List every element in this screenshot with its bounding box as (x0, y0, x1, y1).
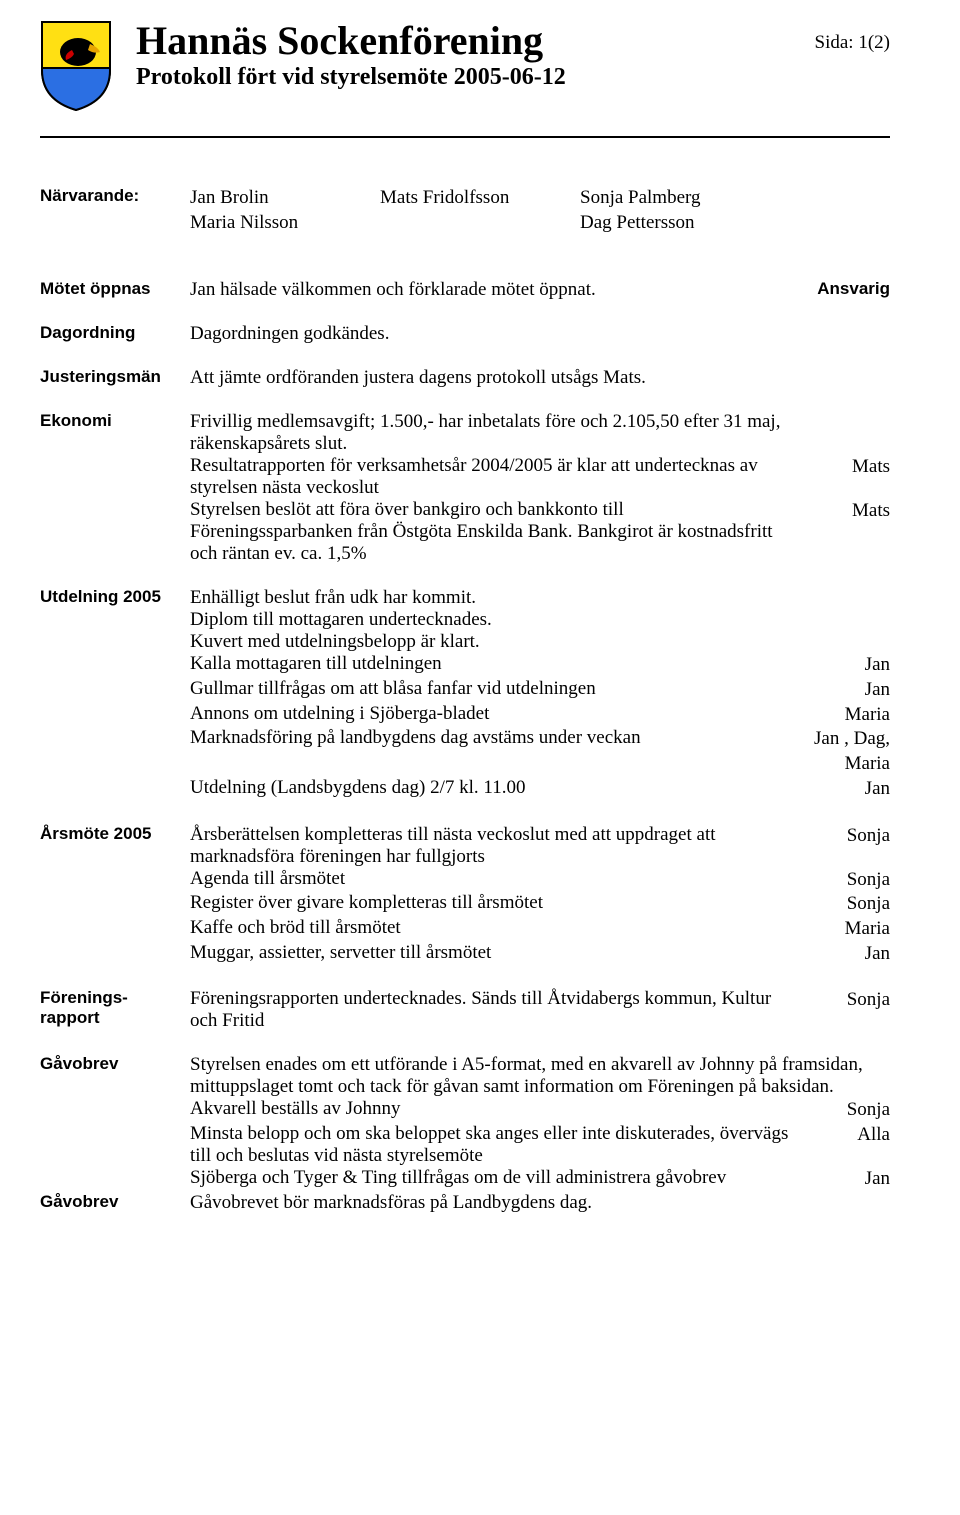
attendee: Dag Pettersson (580, 211, 701, 236)
body-text: Kaffe och bröd till årsmötet (190, 917, 800, 939)
section-justeringsman: Justeringsmän Att jämte ordföranden just… (40, 367, 890, 389)
attendee: Jan Brolin (190, 186, 380, 211)
body-text: Gullmar tillfrågas om att blåsa fanfar v… (190, 678, 800, 700)
body-text: Annons om utdelning i Sjöberga-bladet (190, 703, 800, 725)
attendee: Sonja Palmberg (580, 186, 701, 211)
section-arsmote: Årsmöte 2005 Årsberättelsen kompletteras… (40, 824, 890, 967)
attendees-row: Närvarande: Jan Brolin Mats Fridolfsson … (40, 186, 890, 235)
section-label: Gåvobrev (40, 1192, 190, 1212)
section-gavobrev: Gåvobrev Styrelsen enades om ett utföran… (40, 1054, 890, 1191)
section-motet-oppnas: Mötet öppnas Jan hälsade välkommen och f… (40, 279, 890, 301)
responsible: Sonja (800, 1098, 890, 1123)
body-text: Kalla mottagaren till utdelningen (190, 653, 800, 675)
section-label: Årsmöte 2005 (40, 824, 190, 844)
section-label: Mötet öppnas (40, 279, 190, 299)
responsible: Sonja (800, 868, 890, 893)
page-number: Sida: 1(2) (815, 20, 890, 54)
body-text: Att jämte ordföranden justera dagens pro… (190, 367, 890, 389)
body-text: Minsta belopp och om ska beloppet ska an… (190, 1123, 800, 1167)
section-utdelning: Utdelning 2005 Enhälligt beslut från udk… (40, 587, 890, 801)
body-text: Diplom till mottagaren undertecknades. (190, 609, 890, 631)
responsible: Maria (800, 703, 890, 728)
body-text: Marknadsföring på landbygdens dag avstäm… (190, 727, 800, 749)
section-label: Justeringsmän (40, 367, 190, 387)
section-body: Dagordningen godkändes. (190, 323, 890, 345)
responsible-heading: Ansvarig (800, 279, 890, 299)
body-text: Dagordningen godkändes. (190, 323, 890, 345)
section-foreningsrapport: Förenings- rapport Föreningsrapporten un… (40, 988, 890, 1032)
responsible: Sonja (800, 824, 890, 849)
attendees-grid: Jan Brolin Mats Fridolfsson Sonja Palmbe… (190, 186, 701, 235)
label-line: rapport (40, 1008, 190, 1028)
body-text: Föreningsrapporten undertecknades. Sänds… (190, 988, 800, 1032)
title-block: Hannäs Sockenförening Protokoll fört vid… (136, 20, 791, 91)
responsible: Alla (800, 1123, 890, 1148)
responsible: Maria (800, 917, 890, 942)
responsible: Jan (800, 1167, 890, 1192)
section-body: Frivillig medlemsavgift; 1.500,- har inb… (190, 411, 890, 565)
body-text: Register över givare kompletteras till å… (190, 892, 800, 914)
section-label: Ekonomi (40, 411, 190, 431)
responsible: Jan (800, 678, 890, 703)
page: Hannäs Sockenförening Protokoll fört vid… (0, 0, 960, 1254)
section-body: Gåvobrevet bör marknadsföras på Landbygd… (190, 1192, 890, 1214)
responsible: Sonja (800, 892, 890, 917)
section-body: Föreningsrapporten undertecknades. Sänds… (190, 988, 890, 1032)
section-label: Dagordning (40, 323, 190, 343)
header: Hannäs Sockenförening Protokoll fört vid… (40, 20, 890, 112)
attendee: Mats Fridolfsson (380, 186, 580, 211)
page-subtitle: Protokoll fört vid styrelsemöte 2005-06-… (136, 64, 791, 91)
section-gavobrev-cont: Gåvobrev Gåvobrevet bör marknadsföras på… (40, 1192, 890, 1214)
responsible: Mats (800, 499, 890, 524)
section-label: Gåvobrev (40, 1054, 190, 1074)
body-text: Jan hälsade välkommen och förklarade möt… (190, 279, 800, 301)
section-body: Jan hälsade välkommen och förklarade möt… (190, 279, 890, 301)
body-text: Utdelning (Landsbygdens dag) 2/7 kl. 11.… (190, 777, 800, 799)
section-body: Årsberättelsen kompletteras till nästa v… (190, 824, 890, 967)
body-text: Resultatrapporten för verksamhetsår 2004… (190, 455, 800, 499)
body-text: Kuvert med utdelningsbelopp är klart. (190, 631, 890, 653)
body-text: Agenda till årsmötet (190, 868, 800, 890)
body-text: Styrelsen enades om ett utförande i A5-f… (190, 1054, 890, 1098)
body-text: Muggar, assietter, servetter till årsmöt… (190, 942, 800, 964)
body-text: Akvarell beställs av Johnny (190, 1098, 800, 1120)
divider (40, 136, 890, 138)
body-text: Sjöberga och Tyger & Ting tillfrågas om … (190, 1167, 800, 1189)
section-label: Utdelning 2005 (40, 587, 190, 607)
responsible: Jan (800, 777, 890, 802)
responsible: Sonja (800, 988, 890, 1013)
section-body: Styrelsen enades om ett utförande i A5-f… (190, 1054, 890, 1191)
attendee: Maria Nilsson (190, 211, 380, 236)
attendees-label: Närvarande: (40, 186, 190, 235)
responsible: Jan (800, 942, 890, 967)
section-label: Förenings- rapport (40, 988, 190, 1028)
page-title: Hannäs Sockenförening (136, 20, 791, 62)
section-body: Att jämte ordföranden justera dagens pro… (190, 367, 890, 389)
section-body: Enhälligt beslut från udk har kommit. Di… (190, 587, 890, 801)
body-text: Årsberättelsen kompletteras till nästa v… (190, 824, 800, 868)
responsible: Jan (800, 653, 890, 678)
responsible: Jan , Dag, (800, 727, 890, 752)
body-text: Enhälligt beslut från udk har kommit. (190, 587, 890, 609)
shield-logo-icon (40, 20, 112, 112)
body-text: Styrelsen beslöt att föra över bankgiro … (190, 499, 800, 565)
section-dagordning: Dagordning Dagordningen godkändes. (40, 323, 890, 345)
section-ekonomi: Ekonomi Frivillig medlemsavgift; 1.500,-… (40, 411, 890, 565)
attendee (380, 211, 580, 236)
responsible: Maria (800, 752, 890, 777)
body-text: Frivillig medlemsavgift; 1.500,- har inb… (190, 411, 890, 455)
body-text: Gåvobrevet bör marknadsföras på Landbygd… (190, 1192, 890, 1214)
responsible: Mats (800, 455, 890, 480)
label-line: Förenings- (40, 988, 190, 1008)
